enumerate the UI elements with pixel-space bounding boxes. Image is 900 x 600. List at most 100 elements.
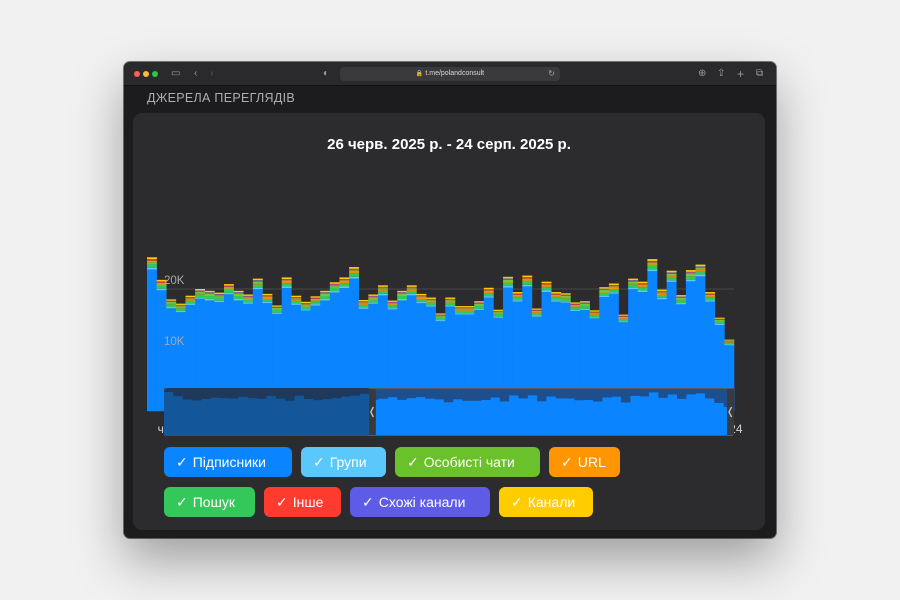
bar-segment <box>426 301 436 303</box>
legend-toggle-8[interactable]: ✓ Канали <box>499 487 593 517</box>
privacy-shield-icon[interactable]: ◐ <box>323 68 330 79</box>
bar-day-53[interactable] <box>647 259 658 411</box>
bar-day-14[interactable] <box>272 305 283 411</box>
bar-segment <box>685 281 696 411</box>
bar-day-25[interactable] <box>377 285 388 411</box>
download-icon[interactable]: ⊕ <box>698 68 707 79</box>
bar-day-17[interactable] <box>300 301 311 411</box>
maximize-window-button[interactable] <box>152 71 158 77</box>
bar-day-52[interactable] <box>637 281 648 411</box>
bar-day-20[interactable] <box>329 282 340 411</box>
bar-day-51[interactable] <box>628 278 639 411</box>
bar-day-44[interactable] <box>560 293 571 411</box>
bar-day-27[interactable] <box>397 290 408 411</box>
sidebar-icon[interactable]: ▭ <box>171 68 181 79</box>
bar-day-60[interactable] <box>714 317 725 411</box>
bar-day-35[interactable] <box>474 301 485 411</box>
legend-toggle-6[interactable]: ✓ Інше <box>264 487 341 517</box>
bar-segment <box>358 301 369 303</box>
bar-day-1[interactable] <box>147 257 157 411</box>
bar-day-57[interactable] <box>685 270 696 411</box>
forward-icon[interactable]: › <box>210 68 214 79</box>
bar-day-10[interactable] <box>233 290 244 411</box>
bar-day-54[interactable] <box>657 289 667 411</box>
bar-day-31[interactable] <box>435 313 446 411</box>
bar-day-3[interactable] <box>166 299 177 411</box>
bar-day-56[interactable] <box>676 295 687 411</box>
legend-toggle-7[interactable]: ✓ Схожі канали <box>350 487 490 517</box>
bar-day-18[interactable] <box>310 296 321 411</box>
bar-day-59[interactable] <box>705 292 716 411</box>
bar-day-5[interactable] <box>185 295 196 411</box>
bar-segment <box>599 297 610 411</box>
new-tab-icon[interactable]: + <box>737 67 745 81</box>
bar-day-12[interactable] <box>252 278 263 411</box>
bar-segment <box>214 294 225 295</box>
bar-day-29[interactable] <box>416 293 427 411</box>
bar-day-8[interactable] <box>214 292 225 411</box>
bar-day-21[interactable] <box>339 277 350 411</box>
bar-day-19[interactable] <box>320 290 331 411</box>
lock-icon: 🔒 <box>415 71 424 77</box>
bar-day-4[interactable] <box>175 303 186 411</box>
bar-day-11[interactable] <box>243 294 254 411</box>
bar-day-48[interactable] <box>599 287 610 411</box>
bar-segment <box>570 304 581 305</box>
bar-segment <box>358 303 369 305</box>
bar-segment <box>416 301 427 304</box>
bar-day-15[interactable] <box>281 277 292 411</box>
bar-segment <box>426 302 436 306</box>
bar-segment <box>512 296 523 298</box>
legend-toggle-5[interactable]: ✓ Пошук <box>164 487 255 517</box>
bar-day-26[interactable] <box>387 300 398 411</box>
legend-toggle-2[interactable]: ✓ Групи <box>301 447 386 477</box>
bar-segment <box>320 292 331 294</box>
bar-day-47[interactable] <box>589 310 600 411</box>
bar-day-23[interactable] <box>358 299 369 411</box>
bar-segment <box>416 298 427 302</box>
bar-segment <box>657 297 667 300</box>
share-icon[interactable]: ⇪ <box>717 68 726 79</box>
bar-day-49[interactable] <box>608 283 619 411</box>
bar-segment <box>272 313 283 411</box>
bar-day-16[interactable] <box>291 295 302 411</box>
bar-day-7[interactable] <box>204 290 215 411</box>
bar-day-9[interactable] <box>223 284 234 411</box>
bar-day-13[interactable] <box>262 293 273 411</box>
minimize-window-button[interactable] <box>143 71 149 77</box>
legend-label: Інше <box>292 494 324 510</box>
legend-toggle-1[interactable]: ✓ Підписники <box>164 447 292 477</box>
bar-day-39[interactable] <box>512 292 523 411</box>
legend-toggle-3[interactable]: ✓ Особисті чати <box>395 447 540 477</box>
bar-day-46[interactable] <box>580 301 590 411</box>
bar-day-2[interactable] <box>156 279 167 411</box>
bar-day-34[interactable] <box>464 306 475 411</box>
bar-day-38[interactable] <box>503 276 513 411</box>
bar-day-30[interactable] <box>426 297 436 411</box>
bar-day-42[interactable] <box>541 281 552 411</box>
bar-segment <box>233 296 244 299</box>
bar-day-6[interactable] <box>195 289 206 411</box>
back-icon[interactable]: ‹ <box>194 68 198 79</box>
bar-day-22[interactable] <box>349 267 359 411</box>
bar-day-33[interactable] <box>454 306 465 411</box>
close-window-button[interactable] <box>134 71 140 77</box>
bar-day-55[interactable] <box>666 270 677 411</box>
bar-day-41[interactable] <box>531 308 542 411</box>
bar-day-24[interactable] <box>368 294 379 411</box>
bar-day-36[interactable] <box>483 287 494 411</box>
tab-overview-icon[interactable]: ⧉ <box>756 68 764 79</box>
bar-segment <box>310 298 321 299</box>
reload-icon[interactable]: ↻ <box>548 69 555 78</box>
bar-day-32[interactable] <box>445 297 456 411</box>
bar-day-45[interactable] <box>570 302 581 411</box>
address-bar[interactable]: 🔒 t.me/polandconsult ↻ <box>340 67 560 81</box>
bar-day-61[interactable] <box>724 339 735 411</box>
bar-day-37[interactable] <box>493 309 504 411</box>
bar-day-28[interactable] <box>406 285 417 411</box>
legend-toggle-4[interactable]: ✓ URL <box>549 447 620 477</box>
bar-day-40[interactable] <box>522 275 533 411</box>
bar-day-50[interactable] <box>618 314 629 411</box>
bar-day-43[interactable] <box>551 292 562 411</box>
bar-day-58[interactable] <box>695 264 706 411</box>
